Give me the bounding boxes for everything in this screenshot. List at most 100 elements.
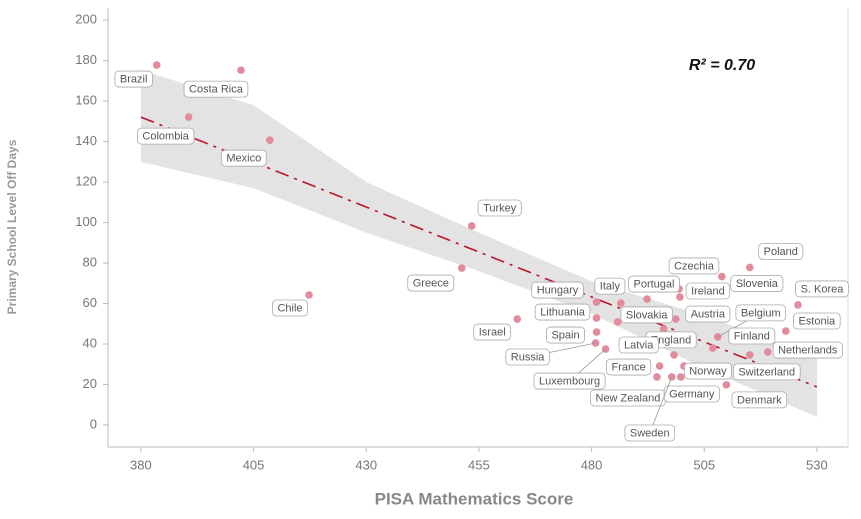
y-tick-label: 0	[90, 416, 97, 431]
data-point	[467, 222, 476, 230]
data-point	[708, 344, 717, 352]
point-label: France	[611, 361, 645, 373]
point-label: Norway	[689, 365, 727, 377]
x-tick-label: 380	[130, 457, 152, 472]
point-label: Denmark	[737, 394, 782, 406]
point-label: Italy	[600, 281, 621, 293]
data-point	[676, 293, 684, 301]
point-label: Greece	[413, 277, 449, 289]
labels: Brazil Costa Rica Colombia Mexico Chile Turke…	[114, 70, 849, 442]
label-box	[531, 281, 584, 299]
point-label: Mexico	[226, 153, 261, 165]
y-tick-label: 180	[75, 52, 97, 67]
r2-annotation: R² = 0.70	[689, 57, 755, 74]
label-box	[758, 243, 804, 260]
data-point	[513, 315, 522, 323]
label-box	[663, 385, 720, 403]
label-box	[772, 341, 843, 359]
label-box	[594, 277, 626, 295]
point-label: Germany	[669, 388, 715, 400]
point-label: England	[651, 334, 691, 346]
data-point	[655, 362, 664, 370]
data-point	[265, 136, 274, 144]
label-box	[793, 312, 841, 330]
point-label: Belgium	[741, 307, 781, 319]
point-label: Finland	[734, 330, 770, 342]
point-label: Latvia	[624, 339, 654, 351]
label-box	[220, 149, 267, 167]
label-box	[683, 362, 733, 380]
label-box	[183, 80, 249, 98]
data-point	[184, 113, 193, 121]
data-point	[745, 351, 754, 359]
y-tick-label: 120	[75, 173, 97, 188]
data-point	[782, 327, 790, 335]
point-label: Estonia	[798, 315, 836, 327]
label-box	[114, 70, 153, 88]
data-point	[617, 299, 625, 307]
y-tick-label: 160	[75, 93, 97, 108]
point-label: Brazil	[120, 73, 148, 85]
data-point	[653, 373, 661, 381]
label-box	[668, 257, 720, 275]
label-box	[534, 303, 591, 321]
data-point	[643, 295, 651, 303]
data-point	[592, 298, 601, 306]
label-box	[732, 363, 801, 381]
point-label: Netherlands	[778, 344, 838, 356]
x-tick-label: 430	[355, 457, 377, 472]
data-point	[672, 315, 680, 323]
point-label: Portugal	[634, 278, 675, 290]
point-label: Israel	[479, 326, 506, 338]
label-box	[628, 275, 680, 293]
point-label: Chile	[277, 302, 302, 314]
point-label: Ireland	[691, 285, 725, 297]
x-axis-title: PISA Mathematics Score	[375, 489, 574, 508]
label-box	[728, 327, 776, 345]
data-point	[152, 61, 161, 69]
data-point	[592, 328, 601, 336]
point-label: Lithuania	[540, 306, 586, 318]
point-label: S. Korea	[801, 283, 845, 295]
data-point	[237, 66, 245, 74]
point-label: Austria	[691, 308, 726, 320]
leader-line	[649, 376, 673, 434]
y-tick-label: 80	[83, 254, 97, 269]
data-point	[613, 318, 622, 326]
x-tick-label: 455	[468, 457, 490, 472]
data-point	[305, 291, 313, 299]
point-label: Hungary	[537, 284, 579, 296]
label-box	[505, 348, 550, 366]
label-box	[685, 305, 731, 323]
y-tick-label: 60	[83, 295, 97, 310]
data-point	[670, 351, 678, 359]
y-tick-label: 100	[75, 214, 97, 229]
point-label: Russia	[511, 351, 546, 363]
point-label: Sweden	[630, 427, 670, 439]
data-point	[677, 373, 685, 381]
point-label: Switzerland	[738, 366, 795, 378]
label-box	[735, 304, 787, 322]
data-point	[794, 301, 802, 309]
label-box	[624, 424, 676, 442]
label-box	[477, 199, 522, 217]
point-label: Luxembourg	[539, 375, 600, 387]
x-tick-label: 405	[243, 457, 265, 472]
x-tick-label: 530	[806, 457, 828, 472]
label-box	[137, 127, 195, 145]
y-axis-title: Primary School Level Off Days	[5, 139, 19, 314]
data-point	[718, 272, 726, 281]
data-point	[592, 314, 601, 322]
point-label: Costa Rica	[189, 84, 244, 96]
point-label: Slovakia	[626, 309, 668, 321]
point-label: Slovenia	[736, 278, 779, 290]
plot: 0 20 40 60 80 100 120 140 160 180 200 380 405 430 455 4…	[75, 8, 849, 472]
data-point	[659, 325, 668, 333]
label-box	[731, 391, 788, 409]
point-label: New Zealand	[596, 392, 661, 404]
y-tick-label: 140	[75, 133, 97, 148]
label-box	[546, 326, 585, 344]
y-tick-label: 200	[75, 12, 97, 27]
x-tick-label: 505	[693, 457, 715, 472]
